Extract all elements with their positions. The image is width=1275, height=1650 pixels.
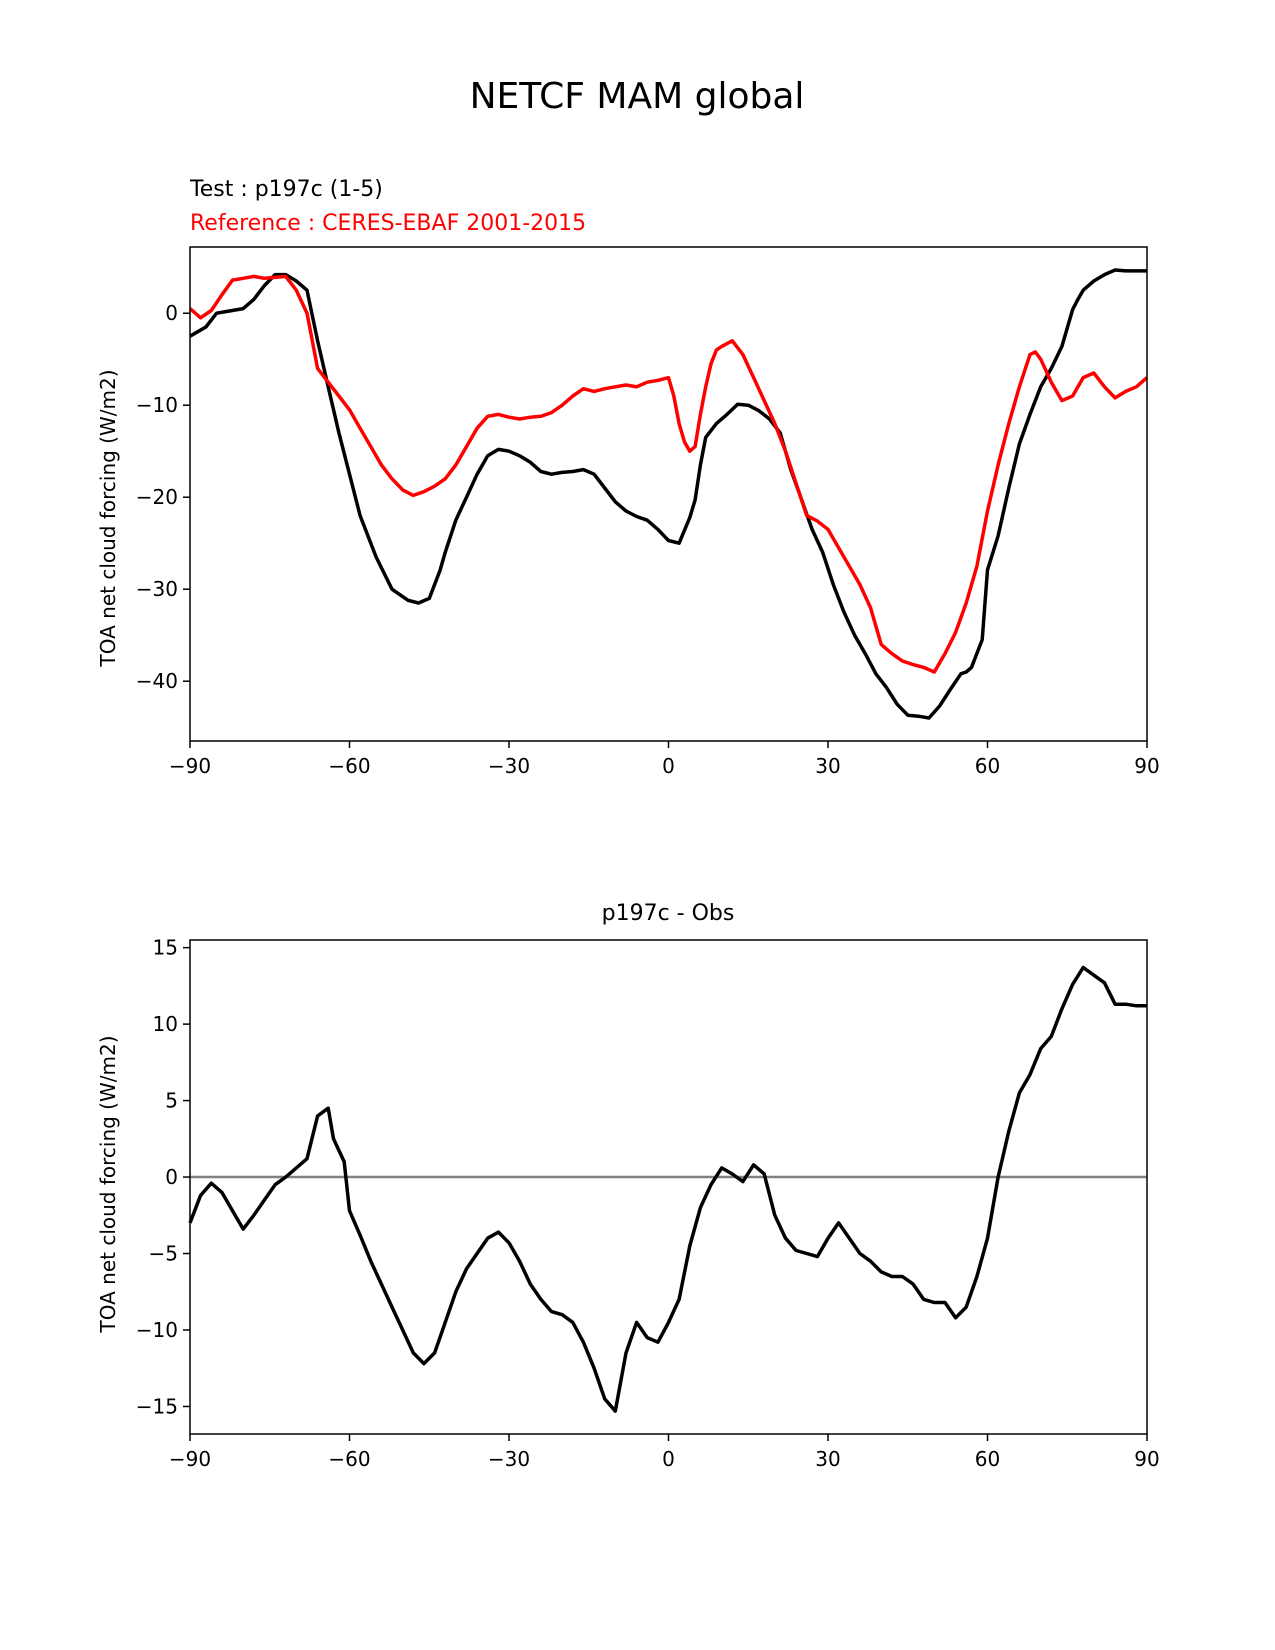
bottom-plot-area: −90 −60 −30 0 30 60 90 15 10 5 0 −5 −10 −15	[136, 936, 1160, 1471]
figure-title: NETCF MAM global	[470, 76, 805, 117]
bottom-x-tick-label: −90	[169, 1447, 211, 1471]
top-y-tick-label: −20	[136, 485, 178, 509]
top-y-tick-label: −30	[136, 577, 178, 601]
reference-label: Reference : CERES-EBAF 2001-2015	[190, 211, 586, 236]
bottom-y-tick-label: 10	[153, 1012, 178, 1036]
test-label: Test : p197c (1-5)	[189, 177, 383, 202]
bottom-x-tick-label: 0	[662, 1447, 675, 1471]
top-series-line-1	[188, 274, 1149, 674]
bottom-series-line-0	[188, 965, 1147, 1413]
bottom-x-tick-label: 60	[975, 1447, 1000, 1471]
top-x-tick-label: 0	[662, 754, 675, 778]
top-series-line-0	[189, 268, 1147, 720]
top-x-tick-label: −90	[169, 754, 211, 778]
bottom-y-tick-label: −5	[149, 1242, 178, 1266]
bottom-y-tick-label: 15	[153, 936, 178, 960]
bottom-panel: p197c - Obs TOA net cloud forcing (W/m2)…	[96, 901, 1160, 1471]
bottom-x-tick-label: −60	[328, 1447, 370, 1471]
top-plot-area: −90 −60 −30 0 30 60 90 0 −10 −20 −30 −40	[136, 246, 1160, 778]
top-x-tick-label: 30	[815, 754, 840, 778]
top-y-tick-label: −10	[136, 393, 178, 417]
bottom-y-tick-label: −15	[136, 1394, 178, 1418]
top-x-tick-label: −60	[328, 754, 370, 778]
top-axes-frame	[189, 246, 1148, 742]
top-x-tick-label: 90	[1134, 754, 1159, 778]
top-y-axis-label: TOA net cloud forcing (W/m2)	[96, 369, 120, 667]
bottom-y-tick-label: 5	[165, 1089, 178, 1113]
top-x-tick-label: −30	[488, 754, 530, 778]
top-y-tick-label: 0	[165, 301, 178, 325]
bottom-y-tick-label: −10	[136, 1318, 178, 1342]
top-x-tick-label: 60	[975, 754, 1000, 778]
bottom-axes-frame	[189, 939, 1148, 1435]
bottom-x-tick-label: 90	[1134, 1447, 1159, 1471]
bottom-y-tick-label: 0	[165, 1165, 178, 1189]
top-y-tick-label: −40	[136, 669, 178, 693]
top-panel: Test : p197c (1-5) Reference : CERES-EBA…	[96, 177, 1160, 778]
bottom-y-axis-label: TOA net cloud forcing (W/m2)	[96, 1035, 120, 1333]
bottom-title: p197c - Obs	[602, 901, 735, 926]
bottom-x-tick-label: 30	[815, 1447, 840, 1471]
bottom-x-tick-label: −30	[488, 1447, 530, 1471]
